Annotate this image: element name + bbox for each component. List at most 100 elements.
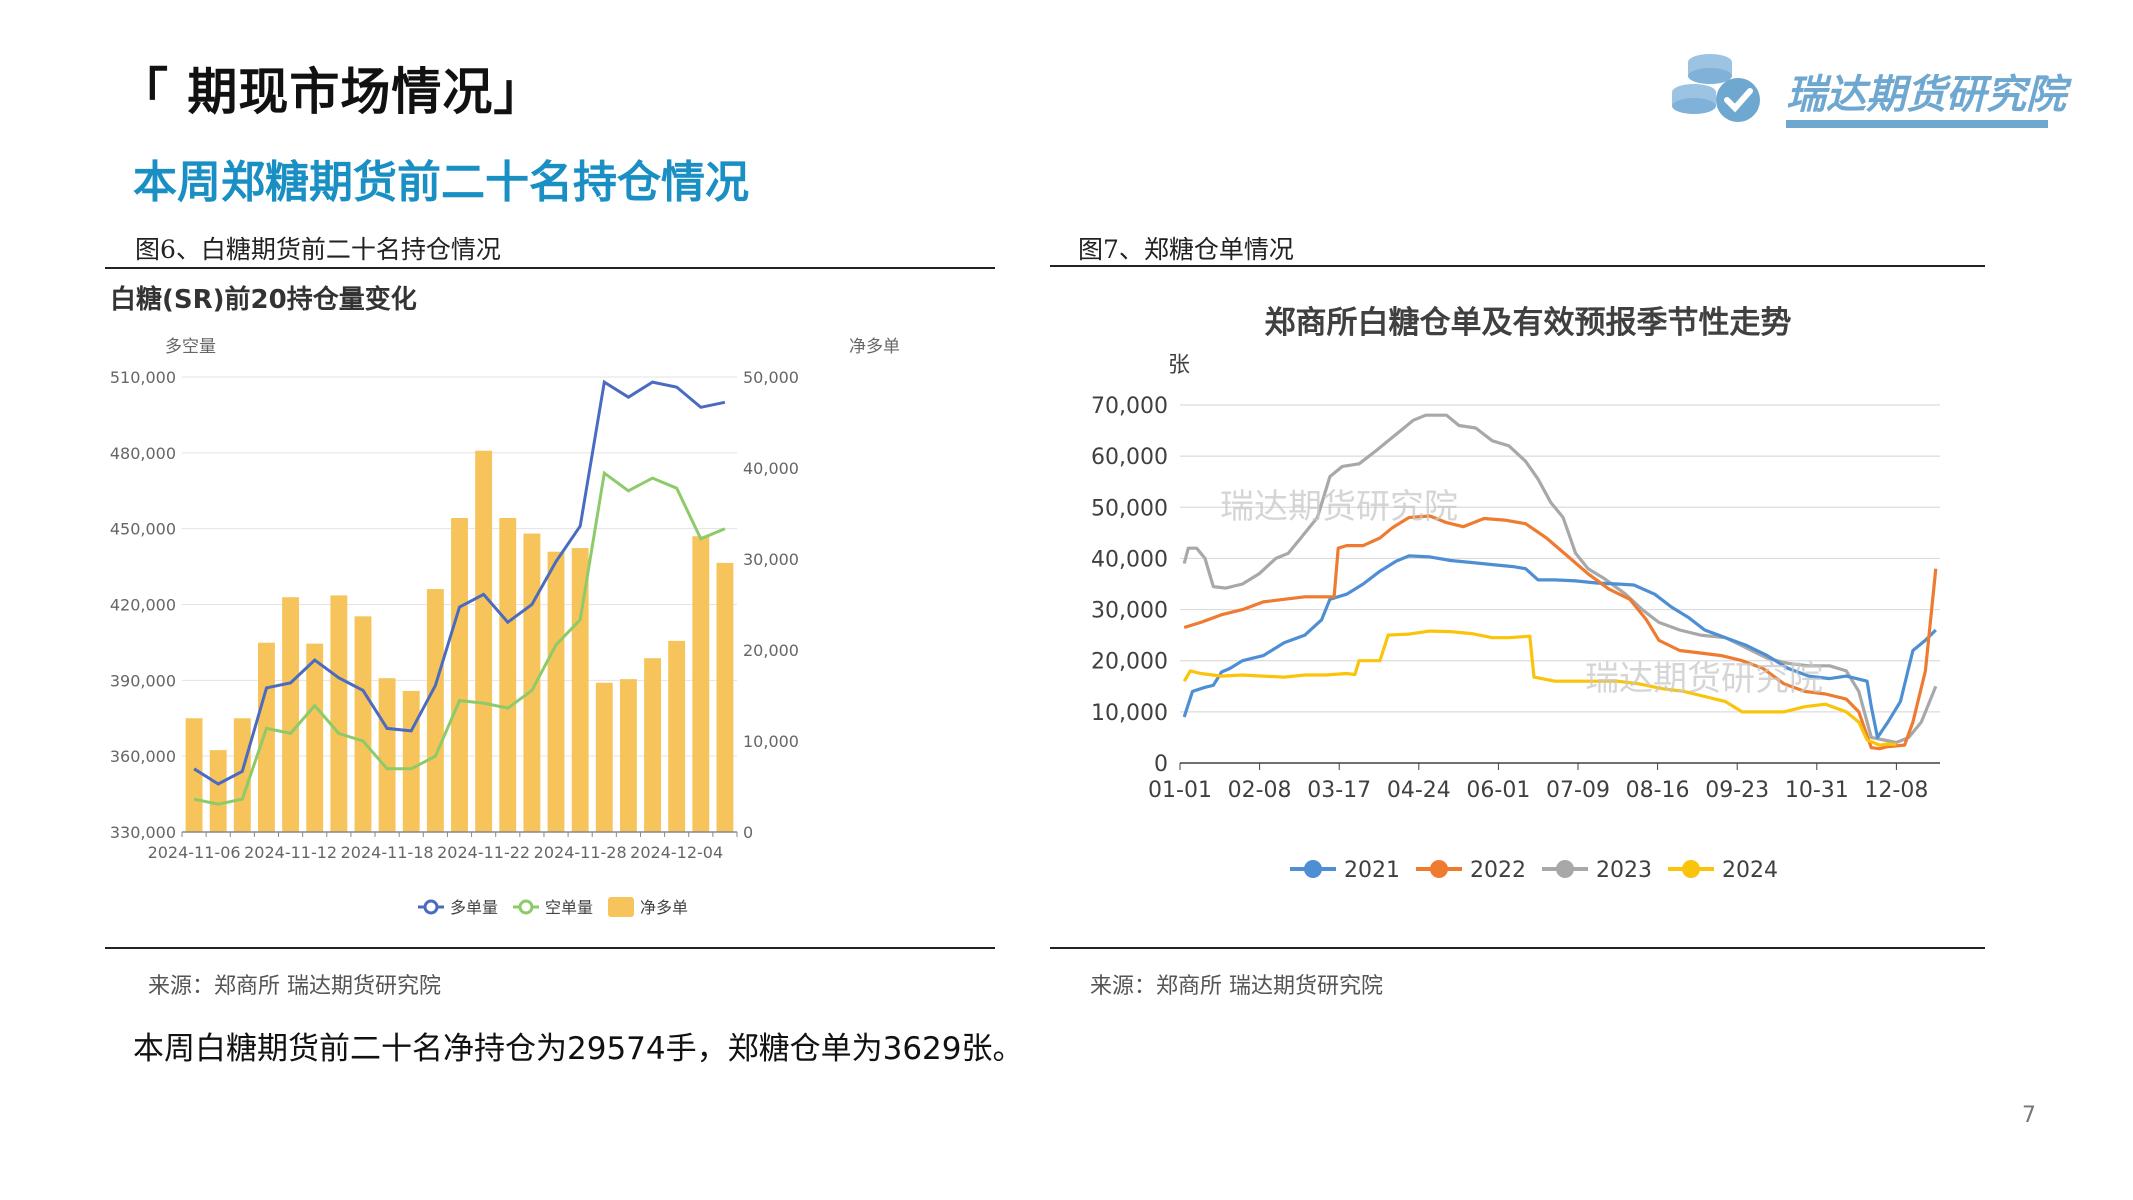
y-tick-left: 360,000 [110, 747, 176, 766]
legend-item[interactable]: 2024 [1668, 858, 1778, 883]
legend-marker-icon [1304, 860, 1322, 878]
x-tick-label: 2024-11-12 [244, 843, 337, 862]
summary-text: 本周白糖期货前二十名净持仓为29574手，郑糖仓单为3629张。 [133, 1031, 1024, 1067]
y-tick-left: 450,000 [110, 520, 176, 539]
net-long-bar [282, 597, 300, 832]
net-long-bar [644, 658, 661, 832]
logo-text: 瑞达期货研究院 [1786, 72, 2066, 118]
right-figure-source: 来源：郑商所 瑞达期货研究院 [1090, 974, 1383, 999]
y-tick-label: 10,000 [1091, 701, 1168, 726]
right-axis-label: 净多单 [849, 337, 900, 357]
y-tick-label: 60,000 [1091, 445, 1168, 470]
net-long-bar [475, 450, 493, 832]
legend-bar-icon [608, 897, 634, 917]
page-subtitle: 本周郑糖期货前二十名持仓情况 [133, 157, 749, 208]
net-long-bar [716, 562, 734, 832]
series-line-2024 [1182, 629, 1897, 747]
x-tick-label: 2024-11-06 [148, 843, 241, 862]
left-figure-bottom-rule [105, 947, 995, 949]
x-tick-label: 10-31 [1785, 778, 1849, 803]
x-tick-label: 2024-11-22 [437, 843, 530, 862]
y-tick-left: 510,000 [110, 368, 176, 387]
legend-label: 净多单 [640, 898, 688, 917]
legend-item[interactable]: 2021 [1290, 858, 1400, 883]
net-long-bar [692, 536, 710, 832]
y-axis-unit: 张 [1168, 353, 1190, 378]
net-long-bar [426, 589, 444, 832]
x-tick-label: 09-23 [1705, 778, 1769, 803]
net-long-bar [354, 616, 372, 832]
net-long-bar [571, 548, 589, 832]
left-position-chart: 白糖(SR)前20持仓量变化 多空量 净多单 510,000 480,000 450… [110, 284, 900, 917]
left-figure-caption: 图6、白糖期货前二十名持仓情况 [135, 235, 501, 264]
legend-item[interactable]: 2023 [1542, 858, 1652, 883]
net-long-bar [209, 750, 227, 832]
net-long-bar [402, 690, 420, 832]
legend-item[interactable]: 净多单 [608, 897, 688, 917]
net-long-bar [185, 718, 203, 832]
net-long-bar [451, 518, 468, 832]
chart-title: 白糖(SR)前20持仓量变化 [110, 284, 417, 315]
legend-marker-icon [518, 899, 534, 915]
net-long-bar [330, 595, 348, 832]
x-tick-label: 03-17 [1307, 778, 1371, 803]
x-tick-label: 02-08 [1228, 778, 1292, 803]
right-figure-caption: 图7、郑糖仓单情况 [1078, 235, 1294, 264]
y-tick-left: 330,000 [110, 823, 176, 842]
legend-label: 2024 [1722, 858, 1778, 883]
net-long-bar [306, 643, 324, 832]
series-line-2021 [1182, 554, 1937, 739]
y-tick-label: 50,000 [1091, 496, 1168, 521]
legend-item[interactable]: 多单量 [418, 898, 498, 917]
net-long-bar [619, 679, 637, 832]
x-tick-label: 2024-11-18 [341, 843, 434, 862]
legend-item[interactable]: 空单量 [513, 898, 593, 917]
x-tick-label: 2024-12-04 [630, 843, 723, 862]
y-tick-label: 20,000 [1091, 650, 1168, 675]
y-tick-right: 20,000 [743, 641, 799, 660]
right-figure-bottom-rule [1050, 947, 1985, 949]
page-title: 「 期现市场情况」 [118, 63, 545, 121]
series-line-2022 [1183, 514, 1938, 751]
y-tick-left: 480,000 [110, 444, 176, 463]
left-axis-label: 多空量 [165, 337, 216, 357]
legend-label: 2021 [1344, 858, 1400, 883]
legend-marker-icon [1682, 860, 1700, 878]
net-long-bar [258, 642, 275, 832]
short-position-line [193, 470, 726, 806]
legend-marker-icon [423, 899, 439, 915]
right-warehouse-chart: 郑商所白糖仓单及有效预报季节性走势 张 70,000 60,000 50,000 40… [1091, 305, 1940, 883]
right-figure-top-rule [1050, 265, 1985, 267]
legend-marker-icon [1430, 860, 1448, 878]
y-tick-left: 390,000 [110, 671, 176, 690]
x-tick-label: 06-01 [1466, 778, 1530, 803]
page-number: 7 [2022, 1103, 2036, 1128]
legend-label: 2023 [1596, 858, 1652, 883]
legend-item[interactable]: 2022 [1416, 858, 1526, 883]
series-line-2023 [1182, 413, 1938, 745]
y-tick-label: 40,000 [1091, 547, 1168, 572]
y-tick-right: 0 [743, 823, 753, 842]
long-position-line [193, 379, 726, 786]
x-tick-label: 12-08 [1864, 778, 1928, 803]
watermark-1: 瑞达期货研究院 [1220, 487, 1458, 527]
y-tick-label: 30,000 [1091, 599, 1168, 624]
y-tick-right: 50,000 [743, 368, 799, 387]
watermark-2: 瑞达期货研究院 [1585, 659, 1823, 699]
x-tick-label: 04-24 [1387, 778, 1451, 803]
net-long-bar [547, 551, 565, 832]
legend-label: 空单量 [545, 898, 593, 917]
company-logo: 瑞达期货研究院 [1668, 40, 2066, 140]
x-tick-label: 08-16 [1626, 778, 1690, 803]
legend-marker-icon [1556, 860, 1574, 878]
chart-title: 郑商所白糖仓单及有效预报季节性走势 [1265, 305, 1792, 341]
y-tick-right: 10,000 [743, 732, 799, 751]
y-tick-right: 30,000 [743, 550, 799, 569]
left-figure-source: 来源：郑商所 瑞达期货研究院 [148, 974, 441, 999]
y-tick-right: 40,000 [743, 459, 799, 478]
x-tick-label: 2024-11-28 [534, 843, 627, 862]
net-long-bar [523, 533, 541, 832]
logo-underline [1786, 120, 2048, 128]
left-figure-top-rule [105, 267, 995, 269]
x-tick-label: 01-01 [1148, 778, 1212, 803]
